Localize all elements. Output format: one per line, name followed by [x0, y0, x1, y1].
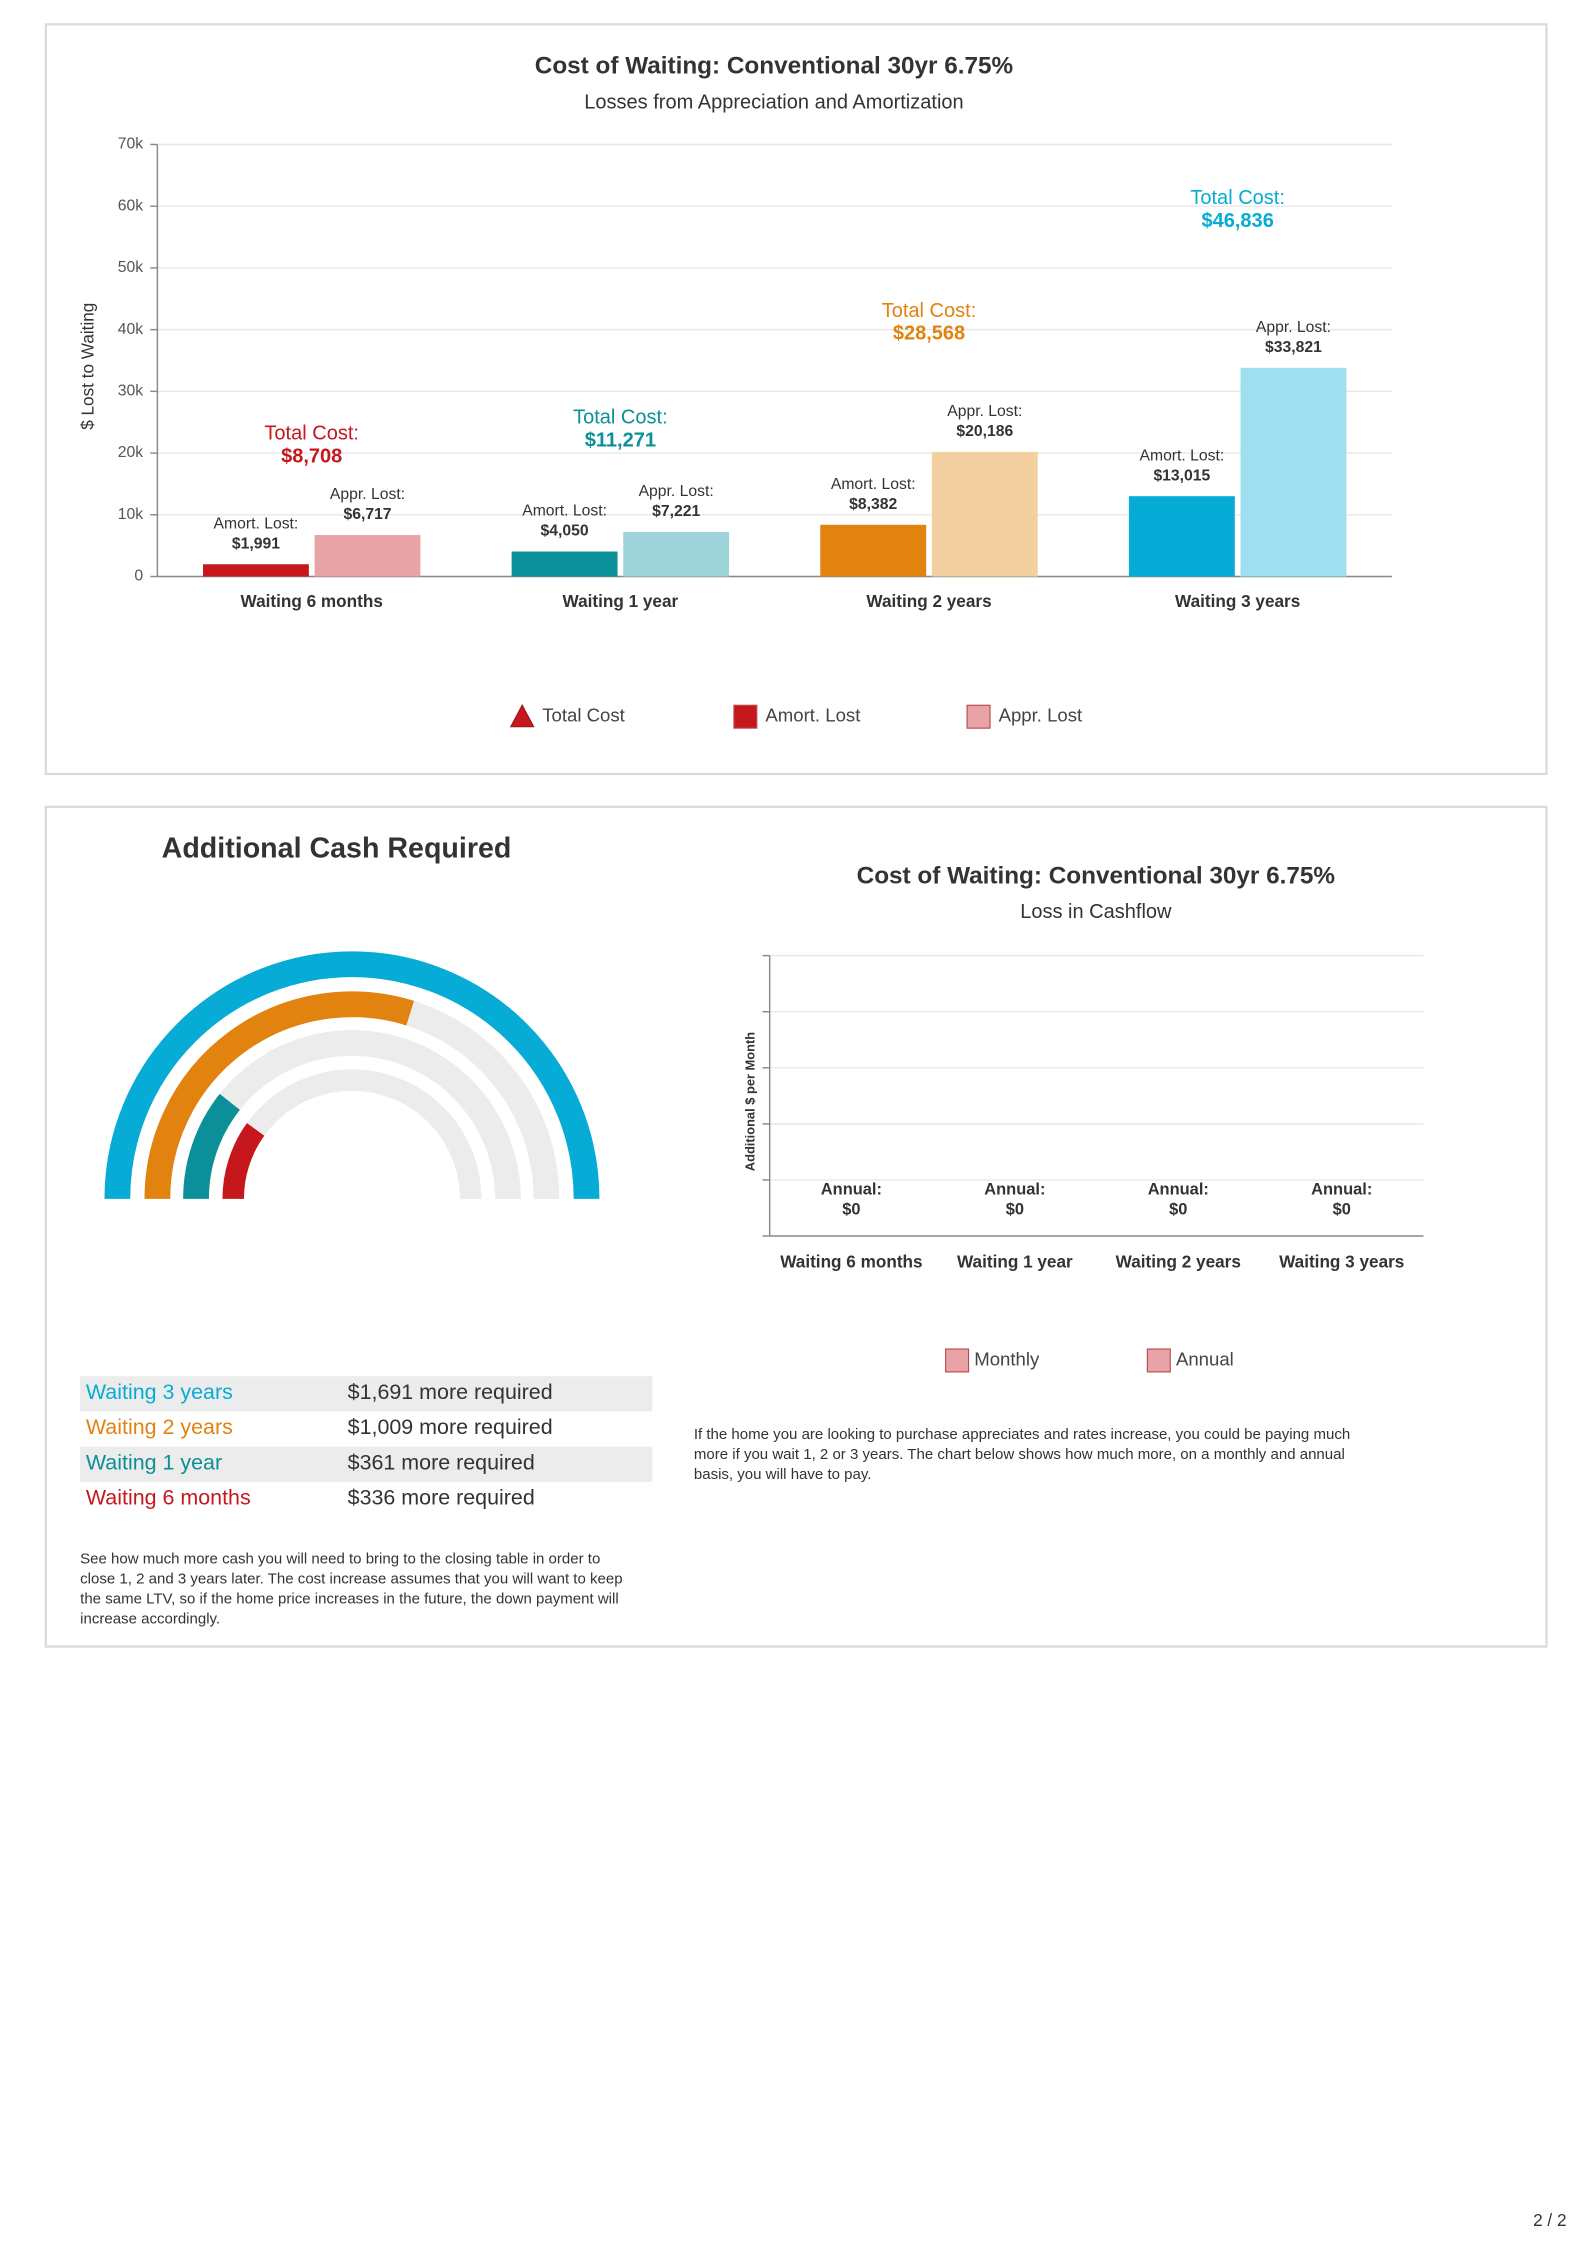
- y-tick-label: 60k: [118, 197, 143, 214]
- data-label: $13,015: [1153, 467, 1210, 484]
- total-label: $46,836: [1201, 210, 1273, 232]
- data-label-title: Appr. Lost:: [330, 486, 405, 503]
- x-tick-label: Waiting 6 months: [780, 1252, 922, 1272]
- panel: [44, 805, 1548, 1648]
- data-label-title: Appr. Lost:: [639, 483, 714, 500]
- data-label: $0: [1333, 1201, 1351, 1219]
- data-label: $0: [1006, 1201, 1024, 1219]
- table-label: Waiting 3 years: [86, 1380, 233, 1404]
- data-label-title: Amort. Lost:: [522, 503, 607, 520]
- data-label: $8,382: [849, 496, 897, 513]
- table-label: Waiting 2 years: [86, 1415, 233, 1439]
- x-tick-label: Waiting 3 years: [1279, 1252, 1404, 1272]
- section-title: Additional Cash Required: [162, 832, 512, 864]
- legend-label: Monthly: [974, 1348, 1040, 1369]
- data-label: $1,991: [232, 535, 280, 552]
- legend-label: Annual: [1176, 1348, 1234, 1369]
- radial-bar: [183, 1093, 241, 1200]
- legend-marker: [1146, 1348, 1171, 1373]
- x-tick-label: Waiting 6 months: [241, 591, 383, 611]
- bar: [1240, 367, 1347, 577]
- legend-marker: [733, 704, 758, 729]
- bar: [820, 524, 927, 577]
- legend-label: Amort. Lost: [765, 705, 861, 726]
- legend-marker: [945, 1348, 970, 1373]
- description-box: See how much more cash you will need to …: [80, 1550, 623, 1628]
- chart-title: Cost of Waiting: Conventional 30yr 6.75%: [535, 53, 1013, 80]
- data-label-title: Annual:: [1148, 1181, 1209, 1199]
- page-number: 2 / 2: [1533, 2210, 1566, 2230]
- total-label: $28,568: [893, 323, 965, 345]
- data-label-title: Appr. Lost:: [1256, 319, 1331, 336]
- table-value: $1,009 more required: [348, 1415, 553, 1439]
- y-axis-label: Additional $ per Month: [742, 1032, 757, 1171]
- data-label-title: Annual:: [1311, 1181, 1372, 1199]
- table-row-bg: [80, 1376, 653, 1412]
- description: See how much more cash you will need to …: [80, 1550, 623, 1628]
- y-tick-label: 20k: [118, 444, 143, 461]
- description-box: If the home you are looking to purchase …: [693, 1426, 1351, 1484]
- x-tick-label: Waiting 1 year: [563, 591, 679, 611]
- data-label-title: Appr. Lost:: [947, 403, 1022, 420]
- radial-bar: [104, 951, 600, 1199]
- chart-subtitle: Loss in Cashflow: [1020, 901, 1172, 923]
- bar: [931, 451, 1038, 577]
- total-label-title: Total Cost:: [1190, 187, 1285, 209]
- table-label: Waiting 1 year: [86, 1450, 222, 1474]
- y-tick-label: 50k: [118, 259, 143, 276]
- bar: [202, 564, 309, 577]
- legend-marker: [966, 704, 991, 729]
- chart-title: Cost of Waiting: Conventional 30yr 6.75%: [857, 862, 1335, 889]
- y-tick-label: 0: [134, 568, 143, 585]
- x-tick-label: Waiting 2 years: [866, 591, 991, 611]
- data-label: $4,050: [541, 523, 589, 540]
- radial-bar: [222, 1123, 265, 1200]
- y-tick-label: 30k: [118, 383, 143, 400]
- data-label: $0: [1169, 1201, 1187, 1219]
- table-row-bg: [80, 1446, 653, 1482]
- bar: [623, 531, 730, 577]
- data-label-title: Amort. Lost:: [214, 515, 299, 532]
- table-value: $1,691 more required: [348, 1380, 553, 1404]
- data-label: $6,717: [343, 506, 391, 523]
- bar: [1128, 496, 1235, 577]
- x-tick-label: Waiting 3 years: [1175, 591, 1300, 611]
- data-label: $0: [842, 1201, 860, 1219]
- y-tick-label: 40k: [118, 321, 143, 338]
- bar: [511, 551, 618, 577]
- total-label: $11,271: [585, 429, 656, 451]
- bar: [314, 535, 421, 577]
- description: If the home you are looking to purchase …: [693, 1426, 1351, 1484]
- x-tick-label: Waiting 1 year: [957, 1252, 1073, 1272]
- legend-label: Total Cost: [542, 705, 625, 726]
- chart-subtitle: Losses from Appreciation and Amortizatio…: [584, 91, 963, 113]
- total-label: $8,708: [281, 445, 342, 467]
- data-label-title: Annual:: [984, 1181, 1045, 1199]
- total-label-title: Total Cost:: [573, 407, 668, 429]
- data-label: $7,221: [652, 503, 700, 520]
- total-label-title: Total Cost:: [264, 422, 359, 444]
- data-label: $20,186: [956, 423, 1013, 440]
- table-value: $361 more required: [348, 1450, 535, 1474]
- legend-label: Appr. Lost: [999, 705, 1083, 726]
- legend-marker: [509, 704, 535, 728]
- data-label-title: Amort. Lost:: [831, 476, 916, 493]
- data-label-title: Amort. Lost:: [1139, 447, 1224, 464]
- total-label-title: Total Cost:: [882, 300, 977, 322]
- table-value: $336 more required: [348, 1486, 535, 1510]
- y-tick-label: 10k: [118, 506, 143, 523]
- x-tick-label: Waiting 2 years: [1116, 1252, 1241, 1272]
- y-axis-label: $ Lost to Waiting: [77, 303, 97, 430]
- data-label-title: Annual:: [821, 1181, 882, 1199]
- table-label: Waiting 6 months: [86, 1486, 251, 1510]
- data-label: $33,821: [1265, 339, 1322, 356]
- radial-bar: [144, 991, 414, 1199]
- y-tick-label: 70k: [118, 136, 143, 153]
